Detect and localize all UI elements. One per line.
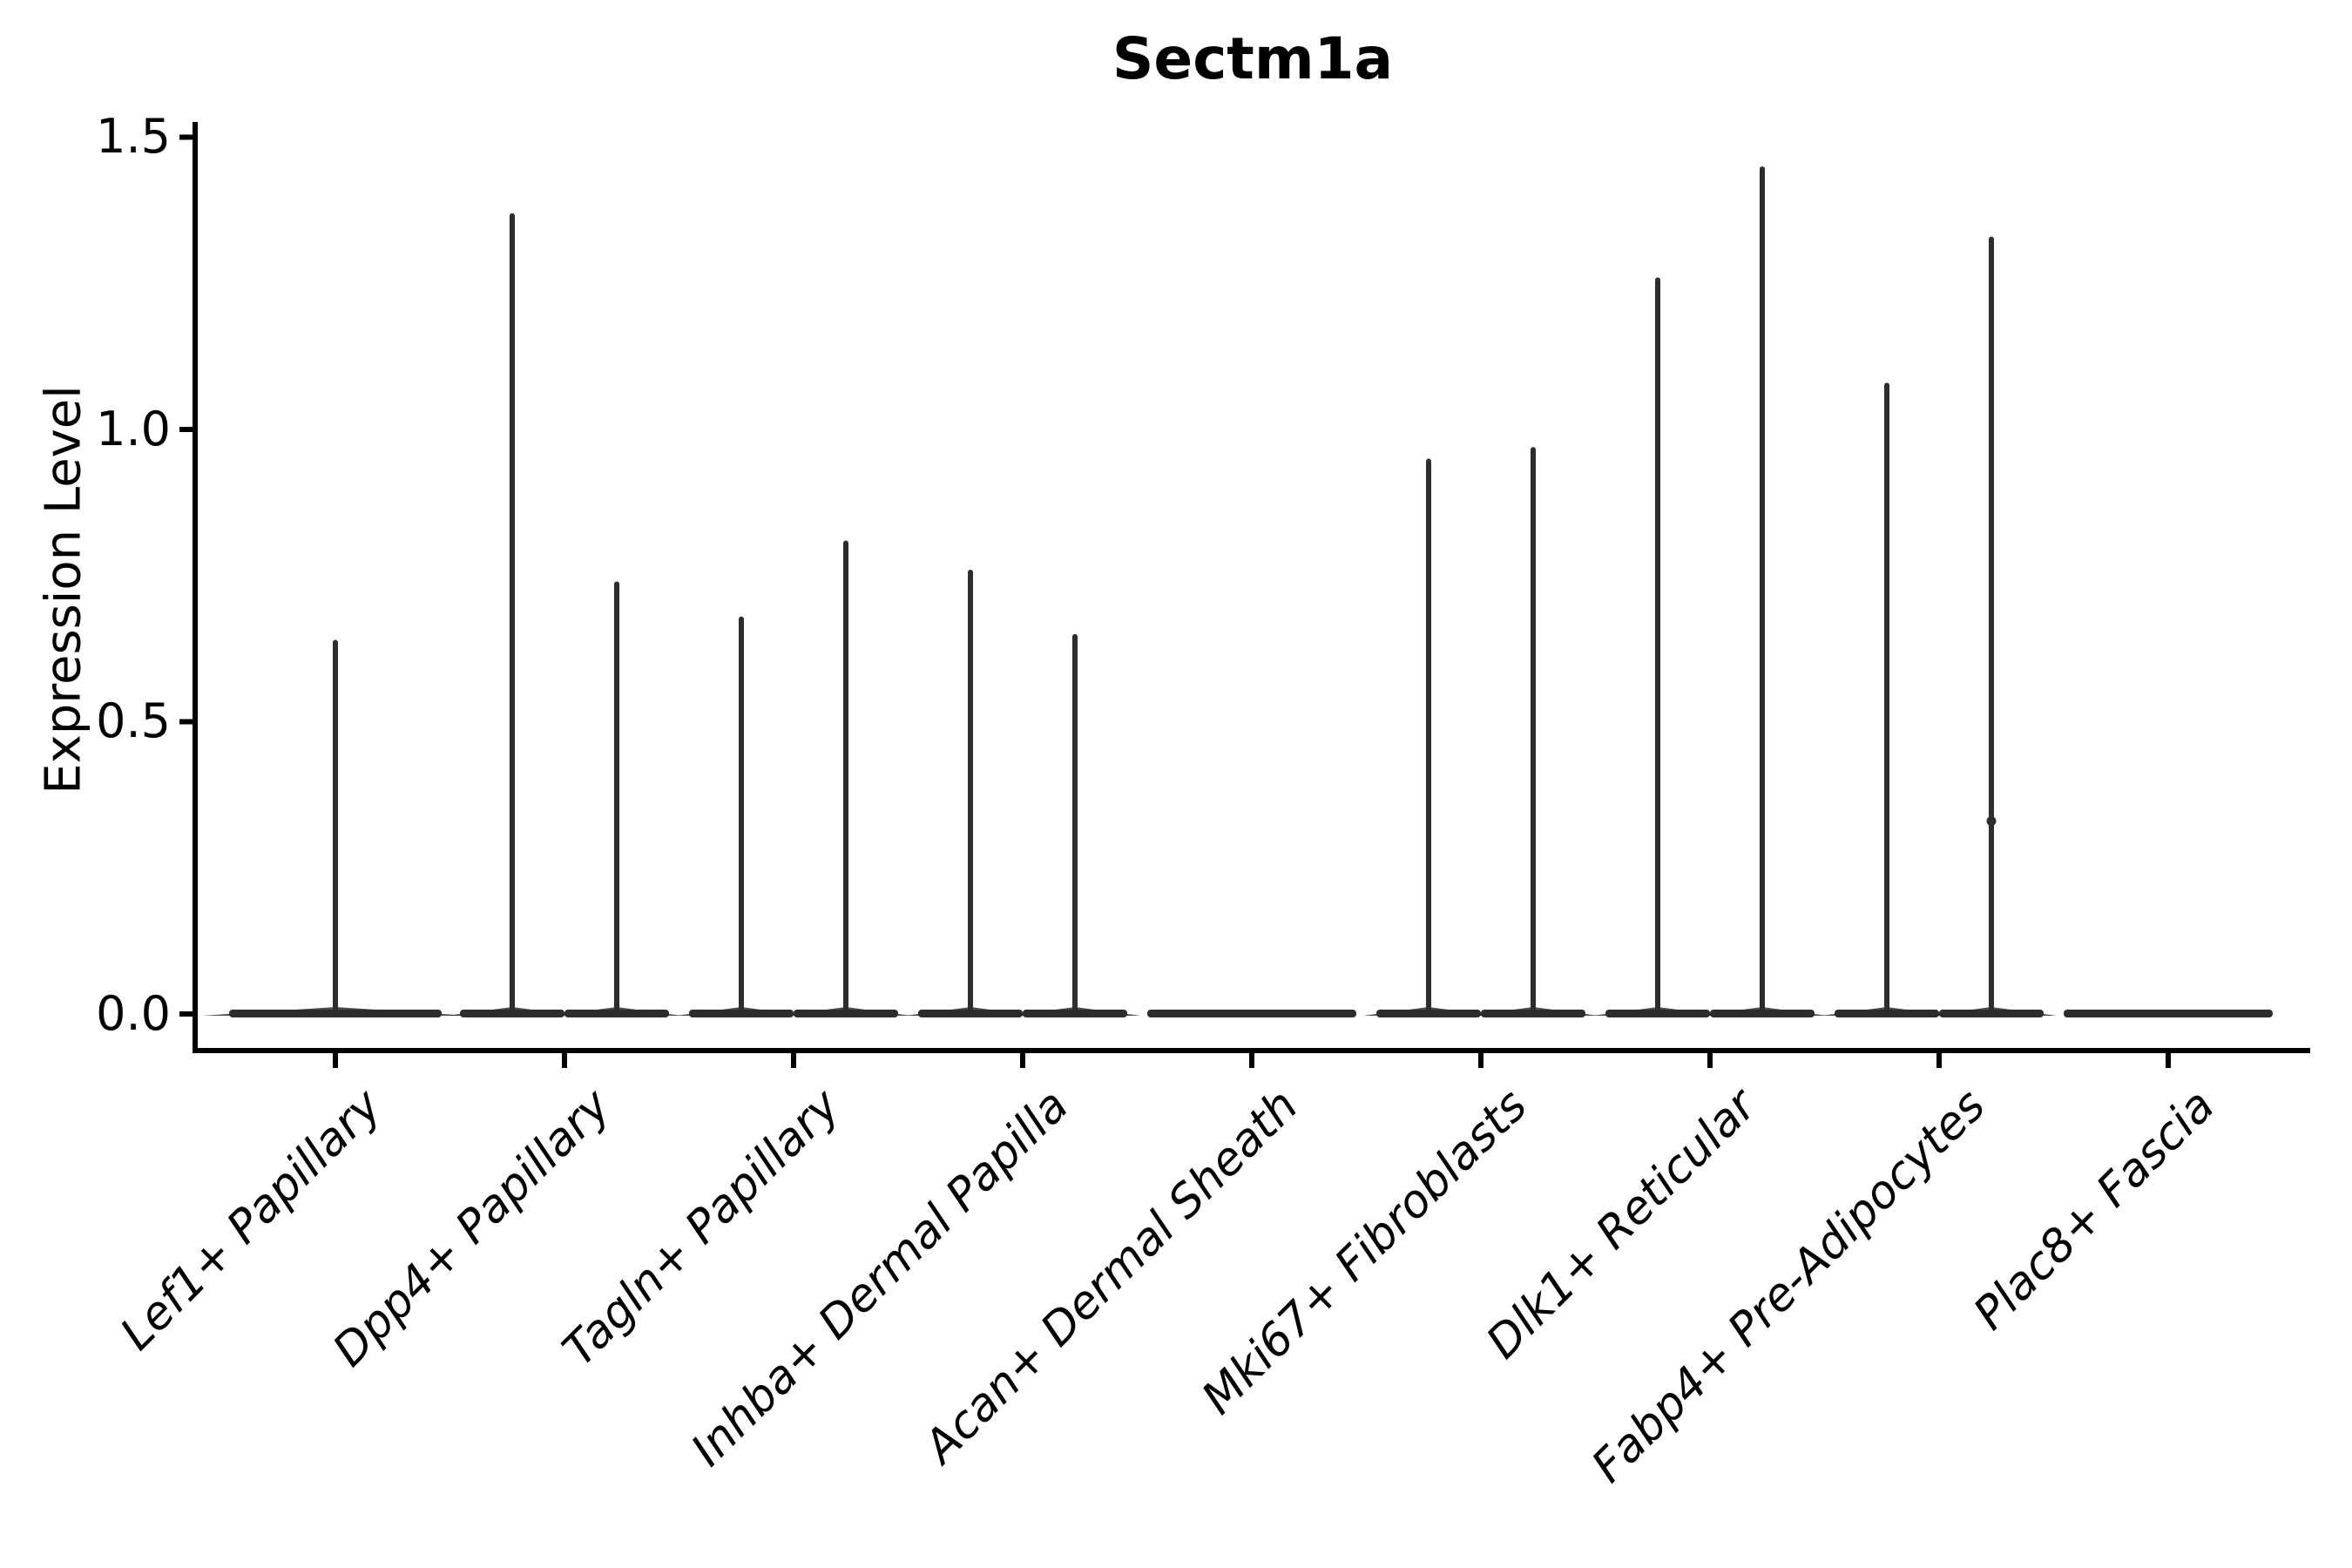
x-tick-mark	[562, 1053, 567, 1068]
y-axis-label: Expression Level	[35, 385, 92, 794]
x-tick-mark	[1478, 1053, 1484, 1068]
x-tick-mark	[333, 1053, 338, 1068]
y-tick-mark	[179, 427, 193, 432]
violin-spike	[968, 570, 973, 1014]
y-tick-mark	[179, 1011, 193, 1017]
x-tick-mark	[2166, 1053, 2171, 1068]
violin-spike	[1760, 166, 1765, 1015]
x-tick-mark	[1936, 1053, 1942, 1068]
y-tick-label-15: 1.5	[96, 109, 171, 164]
y-tick-mark	[179, 134, 193, 140]
x-tick-mark	[1249, 1053, 1254, 1068]
violin-spike	[1655, 277, 1660, 1014]
violin-baseline	[1147, 1010, 1356, 1017]
chart-title: Sectm1a	[1112, 25, 1394, 92]
y-axis-spine	[193, 122, 198, 1053]
violin-spike	[739, 616, 744, 1014]
expression-point	[1986, 816, 1997, 827]
violin-spike	[1884, 382, 1889, 1014]
x-tick-mark	[1707, 1053, 1713, 1068]
violin-baseline	[2064, 1010, 2273, 1017]
y-tick-mark	[179, 719, 193, 725]
violin-spike	[1426, 458, 1431, 1014]
y-tick-label-0: 0.0	[96, 986, 171, 1041]
violin-spike	[843, 540, 848, 1014]
violin-spike	[614, 581, 619, 1014]
x-tick-mark	[791, 1053, 796, 1068]
violin-spike	[1531, 447, 1536, 1014]
y-tick-label-10: 1.0	[96, 402, 171, 456]
violin-spike	[1989, 236, 1994, 1014]
violin-spike	[333, 639, 338, 1014]
violin-spike	[510, 213, 515, 1015]
y-tick-label-05: 0.5	[96, 693, 171, 748]
x-tick-mark	[1020, 1053, 1025, 1068]
x-axis-spine	[193, 1048, 2310, 1053]
violin-spike	[1072, 633, 1078, 1014]
